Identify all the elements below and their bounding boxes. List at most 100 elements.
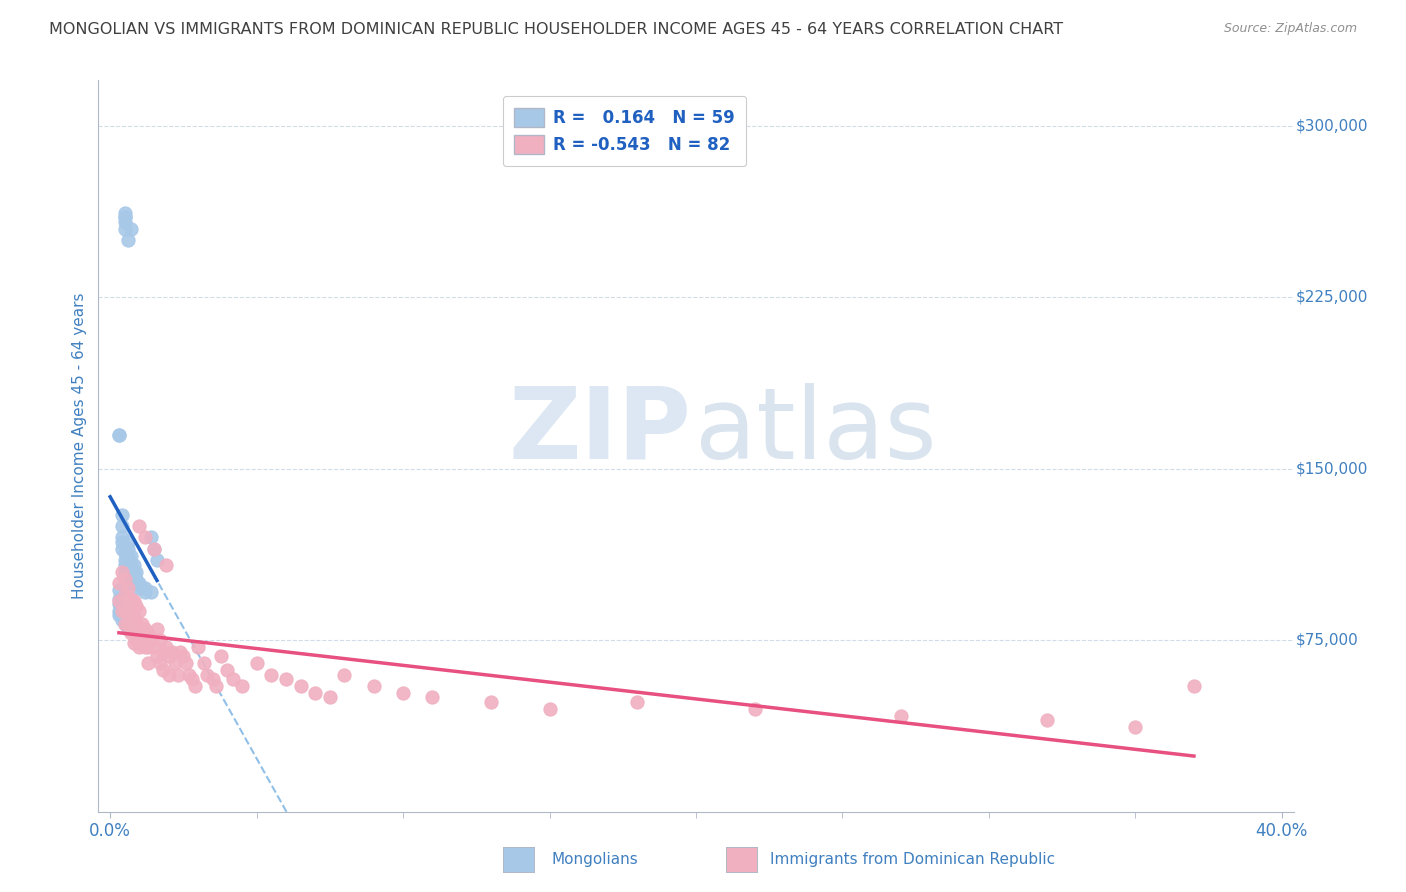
Point: [108, 592, 131, 607]
Point: [122, 576, 145, 591]
Legend: R =   0.164   N = 59, R = -0.543   N = 82: R = 0.164 N = 59, R = -0.543 N = 82: [502, 96, 747, 166]
Point: [146, 649, 169, 664]
Point: [152, 663, 174, 677]
Point: [114, 606, 136, 620]
Point: [114, 211, 136, 225]
Point: [117, 535, 139, 549]
Point: [114, 211, 136, 225]
Point: [122, 622, 145, 636]
Point: [122, 565, 145, 579]
Point: [155, 640, 177, 655]
Point: [128, 640, 150, 655]
Point: [141, 631, 163, 645]
Point: [363, 679, 385, 693]
Point: [149, 656, 172, 670]
Point: [117, 622, 139, 636]
Point: [114, 610, 136, 624]
Text: Source: ZipAtlas.com: Source: ZipAtlas.com: [1223, 22, 1357, 36]
Text: Immigrants from Dominican Republic: Immigrants from Dominican Republic: [769, 853, 1054, 867]
Point: [111, 541, 134, 556]
Point: [122, 572, 145, 586]
Point: [204, 679, 226, 693]
Point: [120, 565, 142, 579]
Point: [117, 549, 139, 563]
Point: [141, 585, 163, 599]
Point: [174, 656, 197, 670]
Point: [108, 603, 131, 617]
Point: [114, 608, 136, 623]
Point: [149, 633, 172, 648]
Text: Mongolians: Mongolians: [551, 853, 638, 867]
Point: [134, 581, 156, 595]
Point: [184, 679, 207, 693]
Point: [172, 649, 194, 664]
Point: [131, 633, 153, 648]
Point: [114, 603, 136, 617]
Point: [290, 679, 312, 693]
Point: [136, 640, 159, 655]
Point: [274, 672, 297, 686]
Point: [1125, 720, 1147, 734]
Point: [122, 610, 145, 624]
Point: [131, 581, 153, 595]
Point: [114, 567, 136, 582]
Point: [120, 549, 142, 563]
Point: [134, 622, 156, 636]
Text: MONGOLIAN VS IMMIGRANTS FROM DOMINICAN REPUBLIC HOUSEHOLDER INCOME AGES 45 - 64 : MONGOLIAN VS IMMIGRANTS FROM DOMINICAN R…: [49, 22, 1063, 37]
Point: [120, 558, 142, 572]
Point: [120, 626, 142, 640]
Point: [181, 672, 204, 686]
Point: [114, 603, 136, 617]
Point: [114, 617, 136, 632]
Point: [125, 599, 148, 613]
Point: [217, 663, 239, 677]
Point: [231, 679, 253, 693]
Point: [146, 622, 169, 636]
Point: [157, 667, 180, 681]
Point: [128, 622, 150, 636]
Text: $225,000: $225,000: [1296, 290, 1368, 305]
Point: [122, 558, 145, 572]
Point: [134, 530, 156, 544]
Point: [201, 672, 224, 686]
Point: [193, 656, 215, 670]
Point: [125, 572, 148, 586]
Point: [125, 565, 148, 579]
Point: [155, 558, 177, 572]
Point: [319, 690, 342, 705]
Point: [120, 222, 142, 236]
Point: [890, 708, 912, 723]
Point: [166, 667, 188, 681]
Point: [111, 565, 134, 579]
Point: [111, 597, 134, 611]
Point: [111, 601, 134, 615]
Point: [108, 427, 131, 442]
Point: [117, 233, 139, 247]
Point: [141, 530, 163, 544]
Point: [422, 690, 444, 705]
Point: [114, 546, 136, 560]
Point: [117, 560, 139, 574]
Point: [108, 576, 131, 591]
Text: $75,000: $75,000: [1296, 632, 1358, 648]
Point: [114, 558, 136, 572]
Point: [108, 597, 131, 611]
Point: [122, 594, 145, 608]
Point: [122, 635, 145, 649]
Point: [392, 686, 415, 700]
Point: [146, 553, 169, 567]
Point: [304, 686, 326, 700]
Point: [128, 581, 150, 595]
Point: [125, 615, 148, 629]
Text: atlas: atlas: [695, 383, 936, 480]
Point: [744, 702, 766, 716]
Point: [128, 603, 150, 617]
Point: [120, 576, 142, 591]
Point: [114, 572, 136, 586]
Point: [108, 594, 131, 608]
Point: [128, 576, 150, 591]
Point: [108, 608, 131, 623]
Point: [1182, 679, 1205, 693]
Point: [114, 222, 136, 236]
Point: [111, 535, 134, 549]
